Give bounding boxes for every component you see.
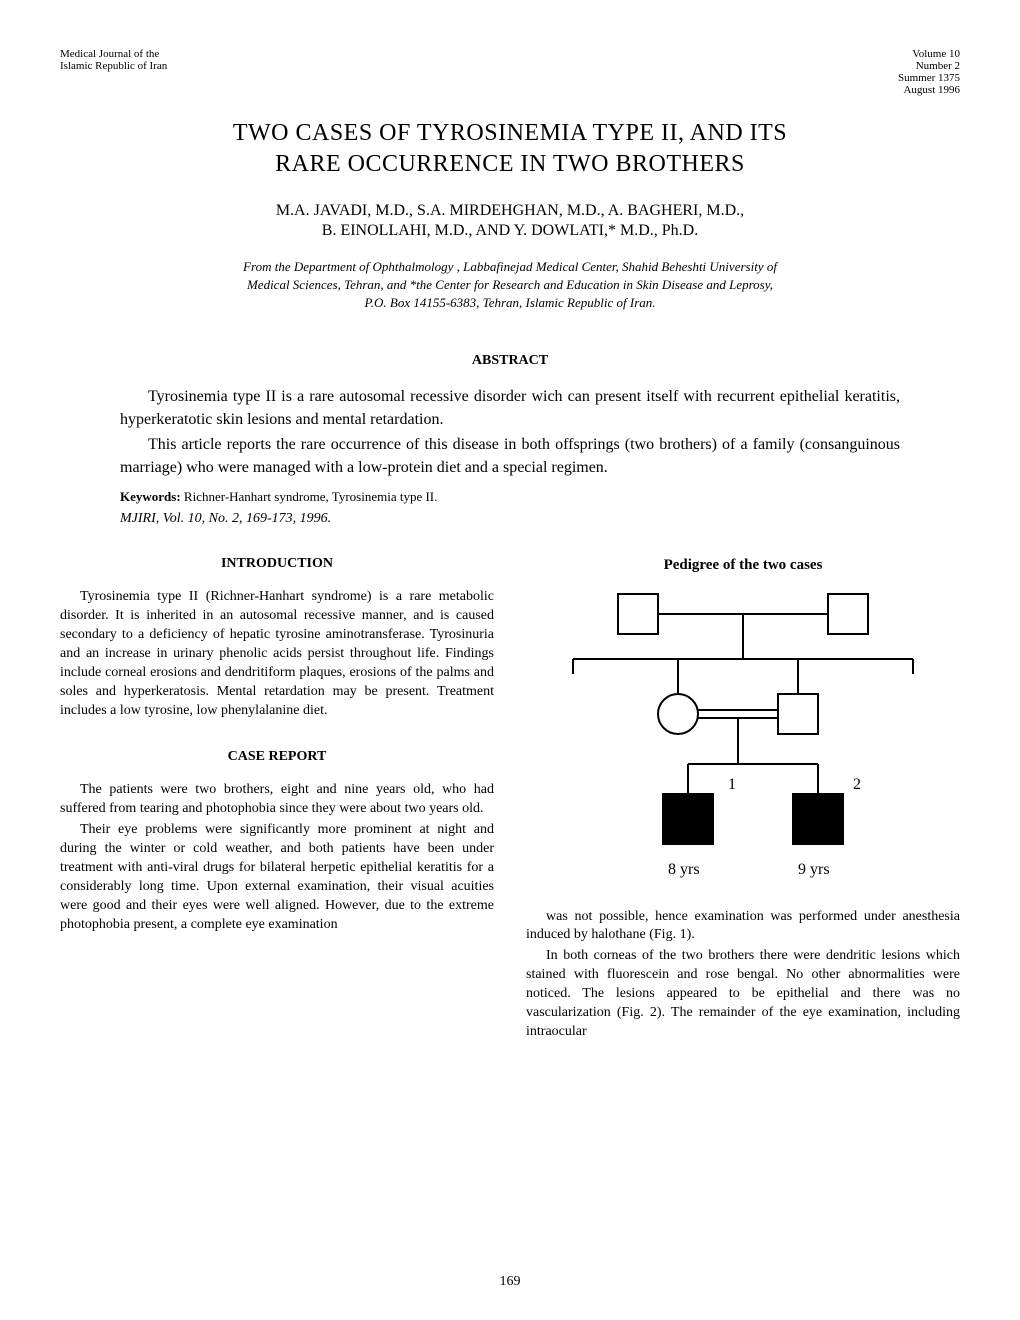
running-header: Medical Journal of the Islamic Republic …: [60, 48, 960, 96]
season: Summer 1375: [898, 72, 960, 84]
pedigree-node-child1: [663, 794, 713, 844]
authors-line1: M.A. JAVADI, M.D., S.A. MIRDEHGHAN, M.D.…: [60, 202, 960, 220]
abstract-p2: This article reports the rare occurrence…: [120, 433, 900, 479]
pedigree-node-child2: [793, 794, 843, 844]
left-column: INTRODUCTION Tyrosinemia type II (Richne…: [60, 555, 494, 1043]
keywords-label: Keywords:: [120, 489, 181, 504]
keywords-text: Richner-Hanhart syndrome, Tyrosinemia ty…: [181, 489, 438, 504]
journal-line1: Medical Journal of the: [60, 48, 167, 60]
pedigree-node-father: [778, 694, 818, 734]
authors-line2: B. EINOLLAHI, M.D., AND Y. DOWLATI,* M.D…: [60, 222, 960, 240]
pedigree-label-child2: 2: [853, 776, 861, 793]
case-report-p2: Their eye problems were significantly mo…: [60, 821, 494, 934]
case-report-p1: The patients were two brothers, eight an…: [60, 781, 494, 819]
introduction-heading: INTRODUCTION: [60, 555, 494, 574]
article-title-line1: TWO CASES OF TYROSINEMIA TYPE II, AND IT…: [60, 120, 960, 147]
page-number: 169: [0, 1274, 1020, 1290]
abstract-p1: Tyrosinemia type II is a rare autosomal …: [120, 385, 900, 431]
keywords: Keywords: Richner-Hanhart syndrome, Tyro…: [60, 489, 960, 505]
journal-name: Medical Journal of the Islamic Republic …: [60, 48, 167, 96]
date: August 1996: [898, 84, 960, 96]
pedigree-node-mother: [658, 694, 698, 734]
journal-line2: Islamic Republic of Iran: [60, 60, 167, 72]
case-report-heading: CASE REPORT: [60, 748, 494, 767]
pedigree-node-gp2: [828, 594, 868, 634]
issue-info: Volume 10 Number 2 Summer 1375 August 19…: [898, 48, 960, 96]
volume: Volume 10: [898, 48, 960, 60]
introduction-p1: Tyrosinemia type II (Richner-Hanhart syn…: [60, 588, 494, 720]
affiliation: From the Department of Ophthalmology , L…: [60, 258, 960, 313]
pedigree-diagram: 1 2 8 yrs 9 yrs: [543, 584, 943, 894]
pedigree-title: Pedigree of the two cases: [526, 555, 960, 575]
article-title-line2: RARE OCCURRENCE IN TWO BROTHERS: [60, 151, 960, 178]
pedigree-age-child2: 9 yrs: [798, 861, 830, 878]
pedigree-node-gp1: [618, 594, 658, 634]
affiliation-line2: Medical Sciences, Tehran, and *the Cente…: [120, 276, 900, 294]
abstract-heading: ABSTRACT: [60, 353, 960, 369]
right-col-p2: In both corneas of the two brothers ther…: [526, 947, 960, 1041]
number: Number 2: [898, 60, 960, 72]
pedigree-age-child1: 8 yrs: [668, 861, 700, 878]
affiliation-line3: P.O. Box 14155-6383, Tehran, Islamic Rep…: [120, 294, 900, 312]
pedigree-label-child1: 1: [728, 776, 736, 793]
affiliation-line1: From the Department of Ophthalmology , L…: [120, 258, 900, 276]
body-columns: INTRODUCTION Tyrosinemia type II (Richne…: [60, 555, 960, 1043]
abstract-body: Tyrosinemia type II is a rare autosomal …: [60, 385, 960, 480]
right-col-p1: was not possible, hence examination was …: [526, 908, 960, 946]
citation: MJIRI, Vol. 10, No. 2, 169-173, 1996.: [60, 511, 960, 527]
right-column: Pedigree of the two cases: [526, 555, 960, 1043]
